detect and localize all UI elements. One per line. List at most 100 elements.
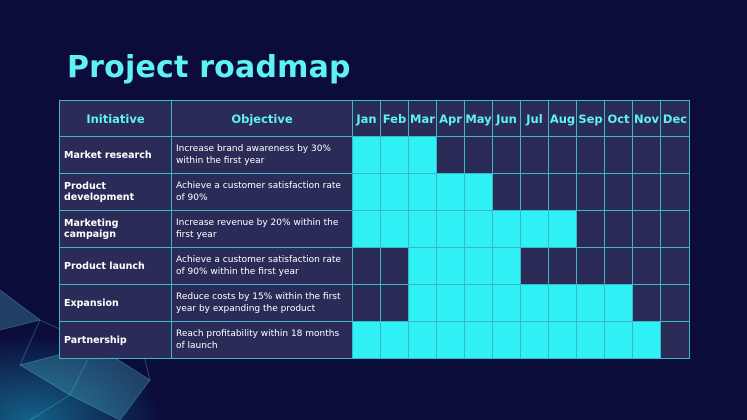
month-header: Feb xyxy=(380,100,409,137)
timeline-cell-active xyxy=(464,173,493,211)
initiative-cell: Marketing campaign xyxy=(59,210,172,248)
timeline-cell-active xyxy=(464,247,493,285)
timeline-cell-active xyxy=(632,321,661,359)
timeline-cell-active xyxy=(520,284,549,322)
table-row: Partnership Reach profitability within 18… xyxy=(59,321,690,359)
initiative-cell: Product launch xyxy=(59,247,172,285)
timeline-cell-empty xyxy=(576,247,605,285)
month-header: Aug xyxy=(548,100,577,137)
month-header: Oct xyxy=(604,100,633,137)
timeline-cell-active xyxy=(380,136,409,174)
timeline-cell-empty xyxy=(380,247,409,285)
timeline-cell-empty xyxy=(660,284,690,322)
timeline-cell-active xyxy=(464,284,493,322)
timeline-cell-active xyxy=(436,247,465,285)
month-header: Dec xyxy=(660,100,690,137)
timeline-cell-empty xyxy=(576,173,605,211)
timeline-cell-empty xyxy=(632,210,661,248)
timeline-cell-active xyxy=(352,136,381,174)
timeline-cell-empty xyxy=(548,136,577,174)
timeline-cell-empty xyxy=(632,284,661,322)
timeline-cell-active xyxy=(408,210,437,248)
month-header: Apr xyxy=(436,100,465,137)
timeline-cell-active xyxy=(408,247,437,285)
timeline-cell-active xyxy=(492,321,521,359)
timeline-cell-empty xyxy=(492,136,521,174)
timeline-cell-active xyxy=(408,284,437,322)
month-header: Sep xyxy=(576,100,605,137)
objective-cell: Reach profitability within 18 months of … xyxy=(171,321,353,359)
timeline-cell-empty xyxy=(492,173,521,211)
objective-cell: Achieve a customer satisfaction rate of … xyxy=(171,173,353,211)
timeline-cell-active xyxy=(380,210,409,248)
timeline-cell-active xyxy=(548,210,577,248)
timeline-cell-active xyxy=(352,173,381,211)
objective-cell: Reduce costs by 15% within the first yea… xyxy=(171,284,353,322)
timeline-cell-empty xyxy=(520,136,549,174)
timeline-cell-active xyxy=(464,321,493,359)
timeline-cell-empty xyxy=(660,173,690,211)
timeline-cell-empty xyxy=(604,210,633,248)
timeline-cell-active xyxy=(520,321,549,359)
timeline-cell-empty xyxy=(352,247,381,285)
timeline-cell-empty xyxy=(660,210,690,248)
timeline-cell-empty xyxy=(576,136,605,174)
timeline-cell-empty xyxy=(380,284,409,322)
objective-cell: Increase brand awareness by 30% within t… xyxy=(171,136,353,174)
header-row: Initiative Objective Jan Feb Mar Apr May… xyxy=(59,100,690,137)
timeline-cell-empty xyxy=(436,136,465,174)
timeline-cell-active xyxy=(576,321,605,359)
timeline-cell-empty xyxy=(464,136,493,174)
timeline-cell-empty xyxy=(604,136,633,174)
table-row: Expansion Reduce costs by 15% within the … xyxy=(59,284,690,322)
timeline-cell-empty xyxy=(660,136,690,174)
timeline-cell-active xyxy=(436,321,465,359)
roadmap-rows: Market research Increase brand awareness … xyxy=(59,136,690,359)
objective-cell: Achieve a customer satisfaction rate of … xyxy=(171,247,353,285)
timeline-cell-active xyxy=(408,173,437,211)
timeline-cell-active xyxy=(436,284,465,322)
timeline-cell-active xyxy=(520,210,549,248)
initiative-cell: Market research xyxy=(59,136,172,174)
timeline-cell-active xyxy=(408,136,437,174)
timeline-cell-active xyxy=(352,321,381,359)
timeline-cell-empty xyxy=(604,173,633,211)
timeline-cell-active xyxy=(408,321,437,359)
timeline-cell-empty xyxy=(632,136,661,174)
timeline-cell-active xyxy=(492,210,521,248)
timeline-cell-empty xyxy=(352,284,381,322)
timeline-cell-empty xyxy=(660,321,690,359)
header-objective: Objective xyxy=(171,100,353,137)
timeline-cell-active xyxy=(492,284,521,322)
timeline-cell-active xyxy=(604,321,633,359)
timeline-cell-empty xyxy=(548,247,577,285)
month-header: Jan xyxy=(352,100,381,137)
timeline-cell-active xyxy=(604,284,633,322)
roadmap-table-container: Initiative Objective Jan Feb Mar Apr May… xyxy=(59,100,690,359)
timeline-cell-empty xyxy=(604,247,633,285)
header-initiative: Initiative xyxy=(59,100,172,137)
timeline-cell-empty xyxy=(576,210,605,248)
table-row: Product launch Achieve a customer satisfa… xyxy=(59,247,690,285)
page-title: Project roadmap xyxy=(67,50,351,85)
timeline-cell-active xyxy=(380,321,409,359)
timeline-cell-empty xyxy=(660,247,690,285)
month-header: Nov xyxy=(632,100,661,137)
timeline-cell-empty xyxy=(632,247,661,285)
objective-cell: Increase revenue by 20% within the first… xyxy=(171,210,353,248)
timeline-cell-empty xyxy=(548,173,577,211)
timeline-cell-active xyxy=(380,173,409,211)
initiative-cell: Partnership xyxy=(59,321,172,359)
month-header: Jun xyxy=(492,100,521,137)
timeline-cell-active xyxy=(436,173,465,211)
timeline-cell-empty xyxy=(632,173,661,211)
timeline-cell-active xyxy=(464,210,493,248)
table-row: Marketing campaign Increase revenue by 20… xyxy=(59,210,690,248)
timeline-cell-active xyxy=(436,210,465,248)
month-header: May xyxy=(464,100,493,137)
timeline-cell-active xyxy=(576,284,605,322)
table-row: Market research Increase brand awareness … xyxy=(59,136,690,174)
timeline-cell-active xyxy=(548,321,577,359)
initiative-cell: Product development xyxy=(59,173,172,211)
timeline-cell-empty xyxy=(520,173,549,211)
